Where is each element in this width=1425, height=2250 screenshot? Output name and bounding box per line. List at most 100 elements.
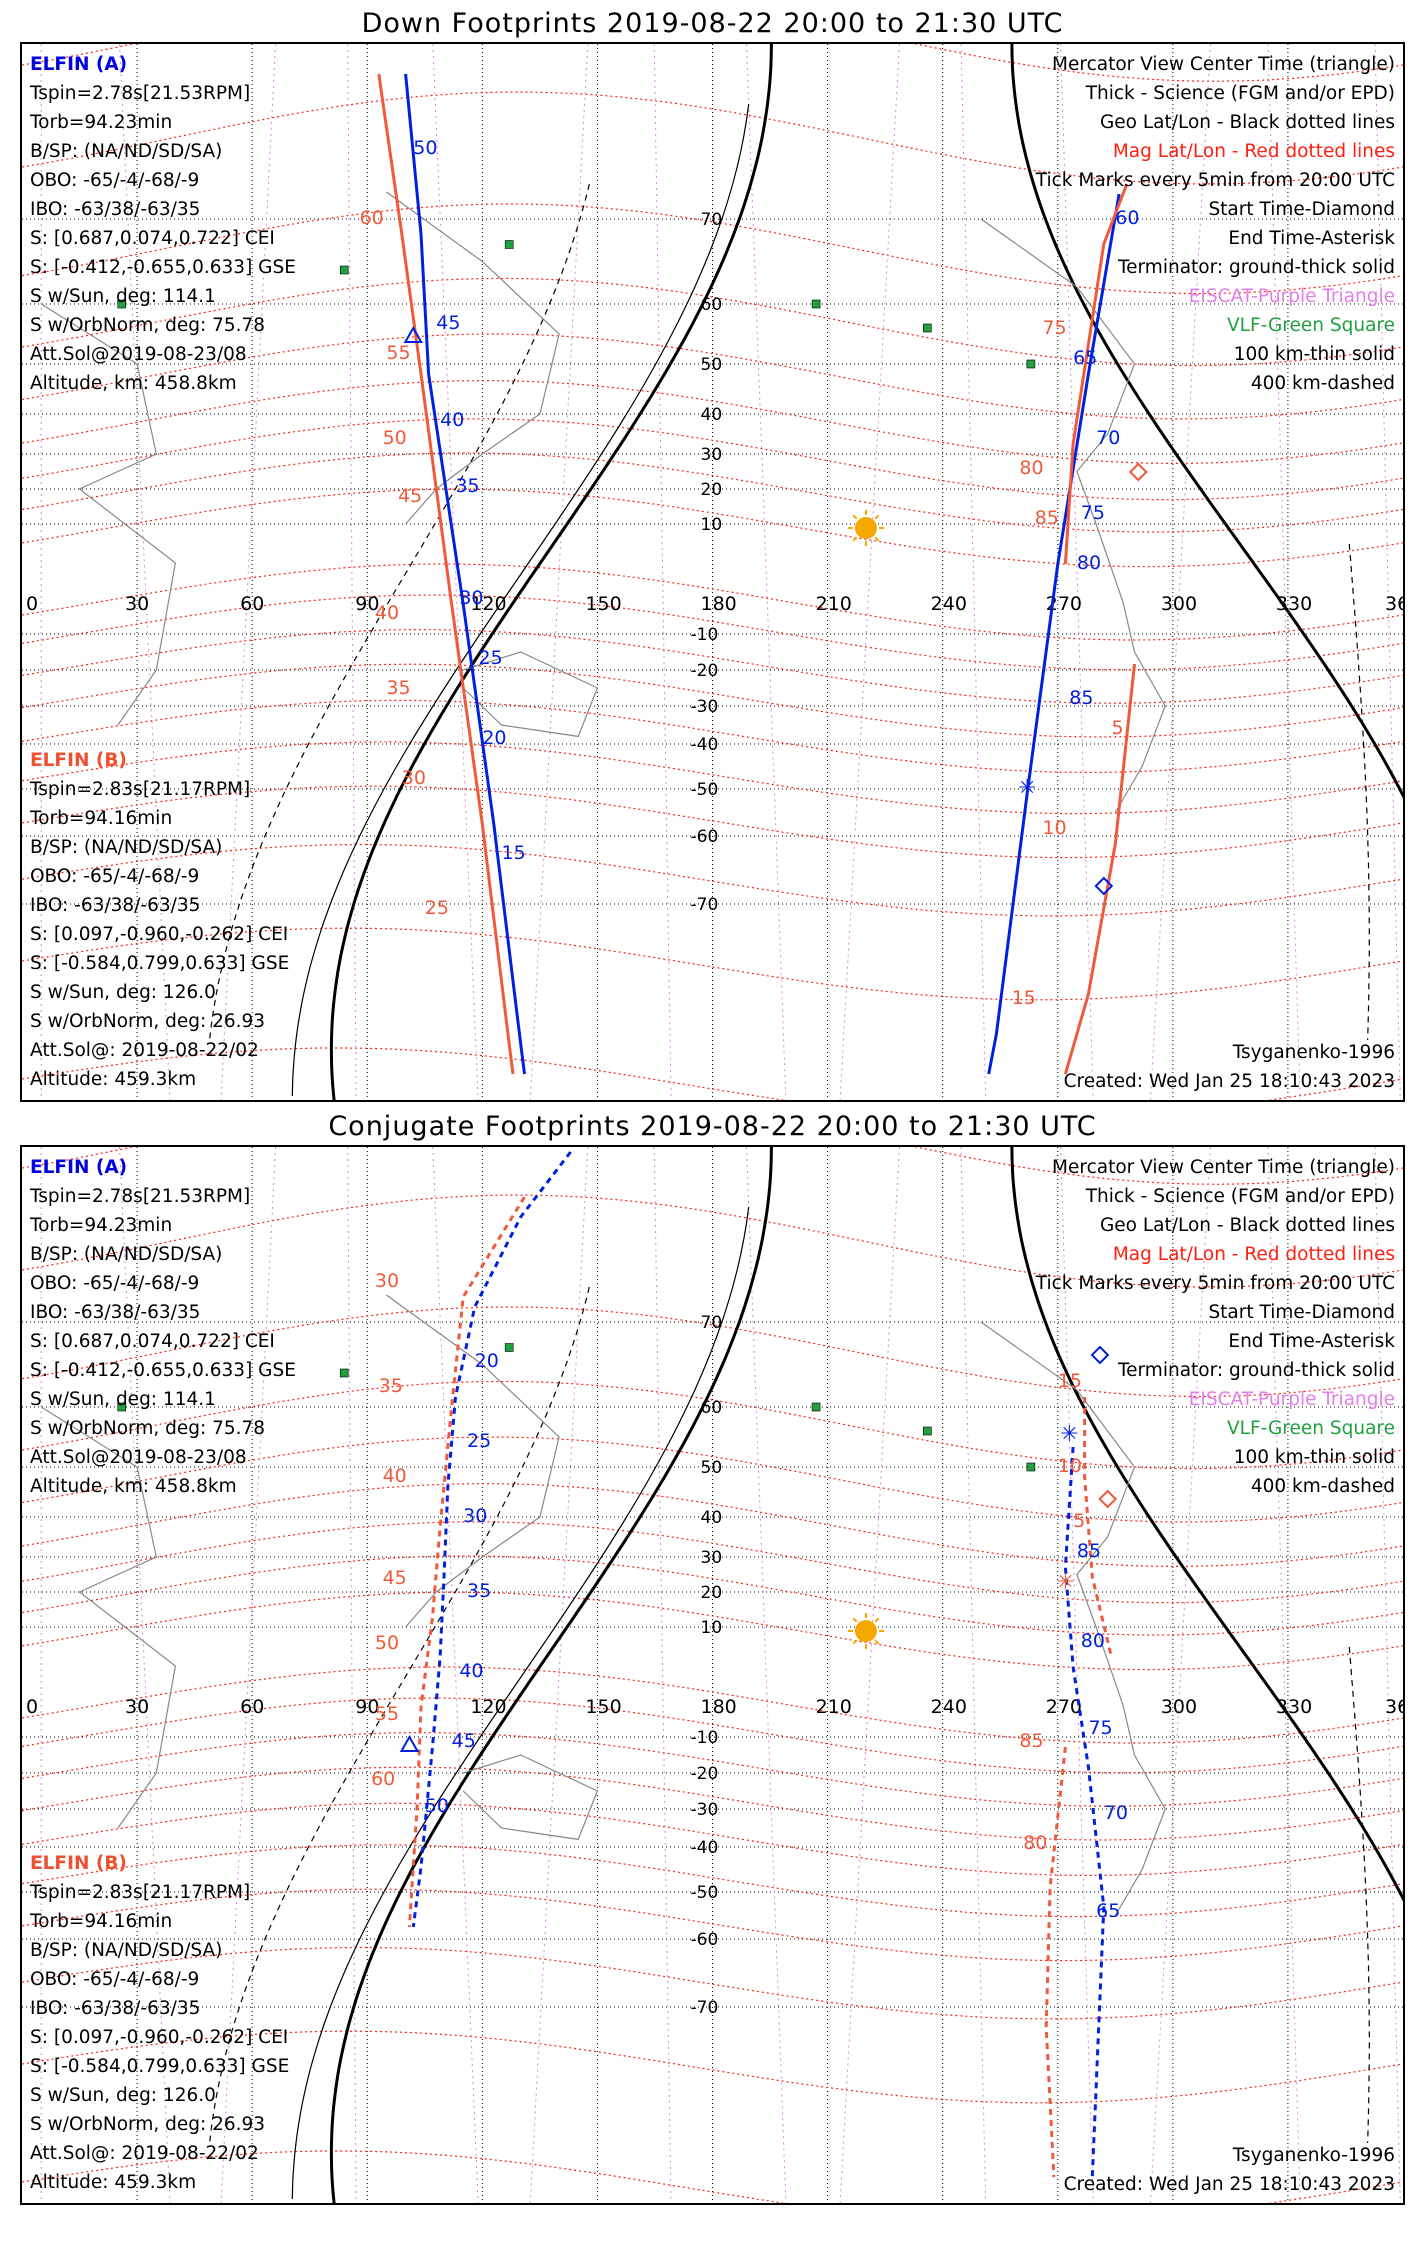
legend-400km: 400 km-dashed: [1250, 373, 1395, 394]
lon-tick-label: 330: [1276, 593, 1312, 615]
lat-tick-label: -10: [691, 625, 719, 645]
legend-terminator: Terminator: ground-thick solid: [1117, 1360, 1395, 1381]
lat-tick-label: 50: [701, 355, 723, 375]
vlf-station-icon: [117, 299, 127, 309]
track-tick-label: 5: [1111, 717, 1123, 739]
info-line: S w/Sun, deg: 126.0: [30, 982, 216, 1003]
lon-tick-label: 300: [1161, 593, 1197, 615]
lat-tick-label: -50: [691, 780, 719, 800]
lat-tick-label: 20: [701, 480, 723, 500]
lon-tick-label: 330: [1276, 1696, 1312, 1718]
info-line: S w/Sun, deg: 114.1: [30, 1389, 216, 1410]
track-tick-label: 40: [383, 1465, 407, 1487]
end-asterisk-icon: ✳: [1060, 1422, 1078, 1447]
track-tick-label: 45: [398, 485, 422, 507]
sun-ray: [852, 536, 858, 542]
lat-tick-label: -60: [691, 827, 719, 847]
track-tick-label: 30: [463, 1505, 487, 1527]
mag-lon-line: [347, 44, 357, 1100]
elfin-b-track: [1083, 1397, 1113, 1658]
track-tick-label: 50: [425, 1795, 449, 1817]
lat-tick-label: 10: [701, 515, 723, 535]
elfin-b-track: [1044, 1746, 1067, 2178]
lon-tick-label: 30: [125, 1696, 149, 1718]
lon-tick-label: 60: [240, 593, 264, 615]
terminator-line: [1010, 44, 1403, 799]
legend-geo: Geo Lat/Lon - Black dotted lines: [1099, 1215, 1395, 1236]
lat-tick-label: -20: [691, 1764, 719, 1784]
end-asterisk-icon: ✳: [1018, 776, 1036, 801]
400km-line: [1348, 1646, 1370, 2144]
lon-tick-label: 30: [125, 593, 149, 615]
mag-lon-line: [839, 1147, 900, 2203]
info-line: Altitude, km: 458.8km: [30, 373, 237, 394]
mag-lat-line: [22, 663, 1403, 738]
mag-lon-line: [653, 44, 672, 1100]
lon-tick-label: 300: [1161, 1696, 1197, 1718]
lat-tick-label: -30: [691, 1800, 719, 1820]
mag-lon-line: [1374, 44, 1401, 1100]
info-line: Altitude: 459.3km: [30, 2172, 197, 2193]
track-tick-label: 55: [375, 1703, 399, 1725]
vlf-station-icon: [339, 265, 349, 275]
map-conjugate: 0 30 60 90 120 150 180 210 240 270 300 330 360 70 60 50…: [22, 1147, 1403, 2203]
elfin-b-label: ELFIN (B): [30, 750, 127, 771]
mag-lon-line: [746, 44, 787, 1100]
info-line: B/SP: (NA/ND/SD/SA): [30, 837, 223, 858]
legend-400km: 400 km-dashed: [1250, 1476, 1395, 1497]
info-line: Torb=94.16min: [30, 1911, 173, 1932]
track-tick-label: 60: [371, 1768, 395, 1790]
legend-start: Start Time-Diamond: [1208, 1302, 1395, 1323]
mag-lat-line: [22, 1766, 1403, 1841]
elfin-a-track: [1063, 1446, 1106, 2178]
lon-tick-label: 210: [816, 1696, 852, 1718]
track-tick-label: 45: [452, 1730, 476, 1752]
vlf-station-icon: [1026, 1462, 1036, 1472]
lat-tick-label: -70: [691, 895, 719, 915]
coastline: [40, 303, 177, 726]
lat-tick-label: 70: [701, 210, 723, 230]
track-tick-label: 40: [459, 1660, 483, 1682]
sun-ray: [874, 536, 880, 542]
lon-tick-label: 360: [1385, 1696, 1403, 1718]
track-tick-label: 75: [1042, 317, 1066, 339]
elfin-a-info: ELFIN (A) Tspin=2.78s[21.53RPM] Torb=94.2…: [30, 50, 430, 398]
terminator-line: [329, 1147, 773, 2203]
lat-tick-label: 50: [701, 1458, 723, 1478]
mag-lon-line: [653, 1147, 672, 2203]
track-tick-label: 80: [1019, 457, 1043, 479]
vlf-station-icon: [504, 240, 514, 249]
start-diamond-icon: [1094, 876, 1114, 896]
elfin-b-info: ELFIN (B) Tspin=2.83s[21.17RPM] Torb=94.1…: [30, 1849, 430, 2197]
lon-tick-label: 240: [931, 1696, 967, 1718]
mag-lon-line: [1267, 1147, 1301, 2203]
track-tick-label: 25: [425, 897, 449, 919]
mag-lon-line: [1267, 44, 1301, 1100]
info-line: IBO: -63/38/-63/35: [30, 1302, 201, 1323]
mag-lat-line: [22, 785, 1403, 859]
track-tick-label: 10: [1058, 1455, 1082, 1477]
legend-mag: Mag Lat/Lon - Red dotted lines: [1112, 141, 1395, 162]
lon-tick-label: 0: [26, 593, 38, 615]
track-tick-label: 25: [478, 647, 502, 669]
track-tick-label: 80: [1023, 1832, 1047, 1854]
legend-100km: 100 km-thin solid: [1233, 344, 1395, 365]
track-tick-label: 35: [467, 1580, 491, 1602]
terminator-line: [1010, 1147, 1403, 1902]
track-tick-label: 50: [413, 137, 437, 159]
footer: Tsyganenko-1996 Created: Wed Jan 25 18:1…: [1064, 2141, 1395, 2199]
mag-lat-line: [22, 379, 1403, 465]
track-tick-label: 15: [502, 842, 526, 864]
elfin-b-track: [1063, 183, 1129, 565]
created-label: Created: Wed Jan 25 18:10:43 2023: [1063, 2174, 1395, 2195]
end-asterisk-icon: ✳: [1056, 1570, 1074, 1595]
track-tick-label: 25: [467, 1430, 491, 1452]
track-tick-label: 50: [383, 427, 407, 449]
panel-down-footprints: 0 30 60 90 120 150 180 210 240 270 300 330 360 70 60 50…: [20, 42, 1405, 1102]
mag-lon-line: [746, 1147, 787, 2203]
info-line: OBO: -65/-4/-68/-9: [30, 1969, 200, 1990]
mag-lat-line: [22, 1697, 1403, 1774]
elfin-a-label: ELFIN (A): [30, 1157, 128, 1178]
400km-line: [1348, 543, 1370, 1041]
lat-tick-label: 30: [701, 1548, 723, 1568]
